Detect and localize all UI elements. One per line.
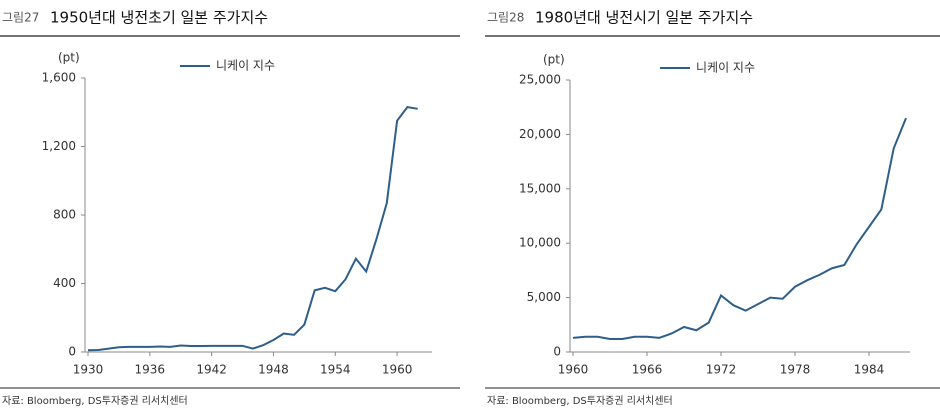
y-tick-label: 1,600: [42, 71, 76, 85]
y-tick-label: 800: [53, 208, 76, 222]
chart-title: 1950년대 냉전초기 일본 주가지수: [50, 9, 268, 27]
y-tick-label: 10,000: [519, 236, 561, 250]
line: [87, 106, 418, 352]
source-note: 자료: Bloomberg, DS투자증권 리서치센터: [487, 395, 673, 407]
y-tick-label: 5,000: [527, 290, 561, 304]
y-unit: (pt): [543, 53, 565, 67]
x-tick-label: 1972: [706, 363, 737, 377]
x-tick-label: 1948: [258, 363, 289, 377]
y-tick-label: 20,000: [519, 127, 561, 141]
y-tick-label: 400: [53, 276, 76, 290]
y-tick-label: 15,000: [519, 181, 561, 195]
source-note: 자료: Bloomberg, DS투자증권 리서치센터: [2, 395, 188, 407]
legend-label: 니케이 지수: [216, 59, 275, 73]
x-tick-label: 1930: [73, 363, 104, 377]
x-tick-label: 1954: [320, 363, 351, 377]
figure-label: 그림28: [487, 11, 524, 25]
x-tick-label: 1966: [632, 363, 663, 377]
x-tick-label: 1942: [196, 363, 227, 377]
x-tick-label: 1984: [854, 363, 885, 377]
y-tick-label: 0: [553, 345, 561, 359]
x-tick-label: 1960: [382, 363, 413, 377]
legend-label: 니케이 지수: [696, 61, 755, 75]
line: [572, 117, 907, 340]
y-tick-label: 1,200: [42, 139, 76, 153]
figure-label: 그림27: [2, 11, 39, 25]
chart-title: 1980년대 냉전시기 일본 주가지수: [535, 9, 753, 27]
x-tick-label: 1936: [135, 363, 166, 377]
y-unit: (pt): [58, 51, 80, 65]
x-tick-label: 1960: [558, 363, 589, 377]
y-tick-label: 25,000: [519, 73, 561, 87]
y-tick-label: 0: [68, 345, 76, 359]
x-tick-label: 1978: [780, 363, 811, 377]
